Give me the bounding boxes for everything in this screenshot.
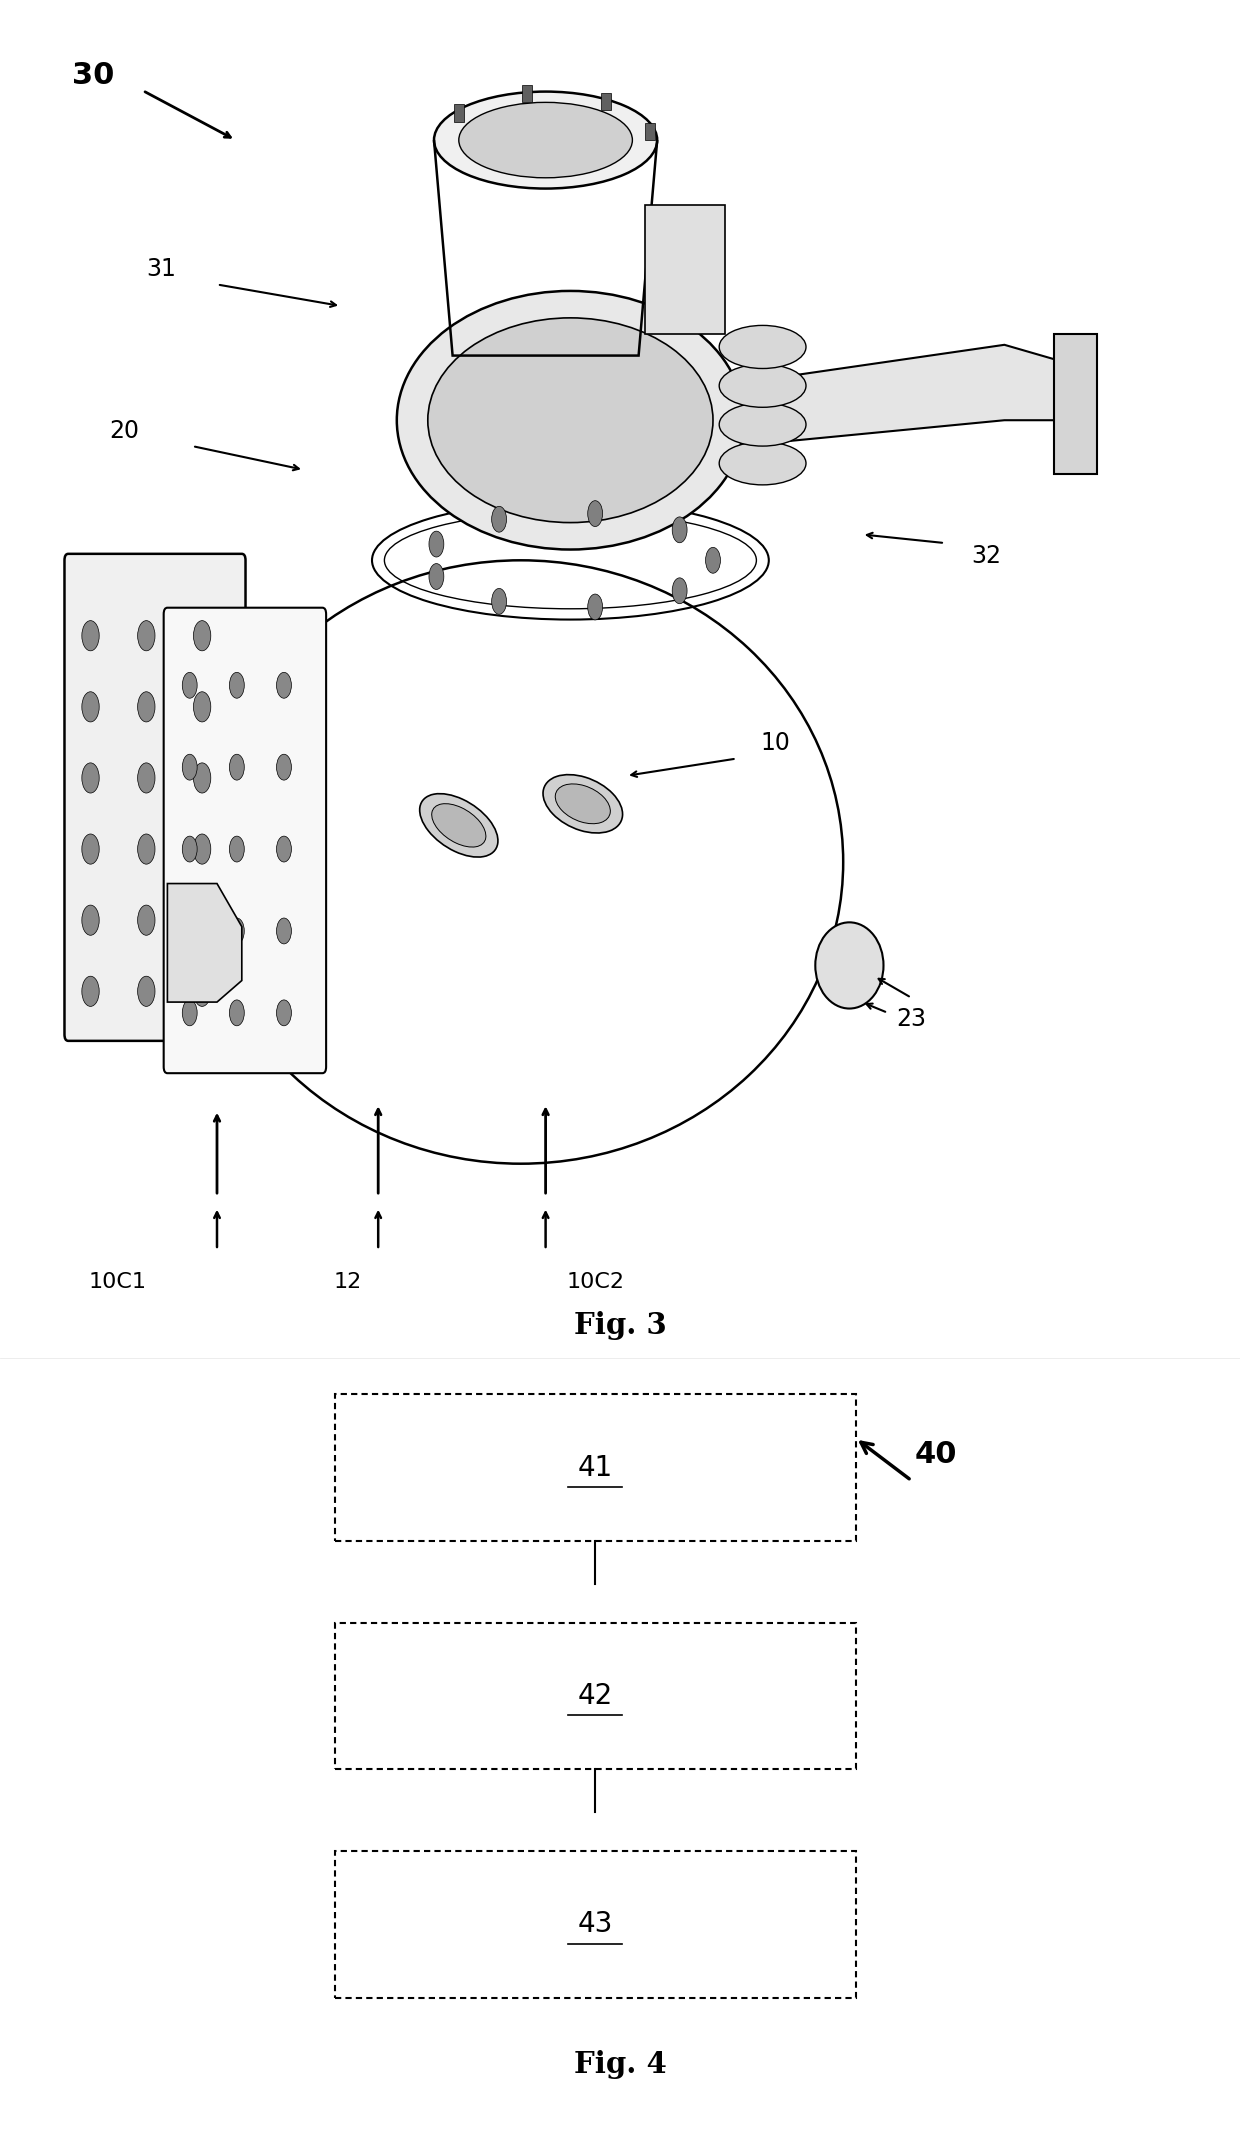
Text: 10C1: 10C1 (89, 1271, 146, 1293)
Text: 32: 32 (971, 543, 1001, 569)
Ellipse shape (719, 442, 806, 485)
Bar (645, 205, 725, 334)
Polygon shape (167, 884, 242, 1002)
Circle shape (182, 672, 197, 698)
Circle shape (229, 836, 244, 862)
Circle shape (672, 517, 687, 543)
Circle shape (182, 1000, 197, 1026)
Text: 12: 12 (334, 1271, 361, 1293)
Text: 20: 20 (109, 418, 139, 444)
Circle shape (588, 595, 603, 621)
Text: 30: 30 (72, 60, 114, 91)
Bar (645, 123, 655, 140)
Circle shape (277, 836, 291, 862)
Ellipse shape (816, 922, 884, 1009)
Circle shape (588, 500, 603, 526)
Circle shape (429, 565, 444, 590)
Circle shape (193, 621, 211, 651)
Circle shape (138, 692, 155, 722)
Ellipse shape (419, 793, 498, 858)
Circle shape (138, 763, 155, 793)
Ellipse shape (719, 364, 806, 407)
Text: 10: 10 (760, 731, 790, 756)
Circle shape (193, 976, 211, 1006)
Text: Fig. 4: Fig. 4 (574, 2049, 666, 2080)
Text: 31: 31 (146, 256, 176, 282)
FancyBboxPatch shape (335, 1394, 856, 1541)
Circle shape (229, 918, 244, 944)
Circle shape (491, 506, 507, 532)
Text: 10C2: 10C2 (567, 1271, 624, 1293)
FancyBboxPatch shape (335, 1623, 856, 1769)
Text: 40: 40 (915, 1440, 957, 1470)
Circle shape (82, 976, 99, 1006)
Circle shape (193, 905, 211, 935)
Ellipse shape (719, 403, 806, 446)
Circle shape (138, 834, 155, 864)
Polygon shape (781, 345, 1079, 442)
Ellipse shape (556, 784, 610, 823)
Ellipse shape (397, 291, 744, 550)
Circle shape (182, 754, 197, 780)
Circle shape (229, 1000, 244, 1026)
Ellipse shape (459, 101, 632, 177)
Circle shape (429, 530, 444, 556)
FancyBboxPatch shape (64, 554, 246, 1041)
Circle shape (138, 621, 155, 651)
Circle shape (277, 672, 291, 698)
Circle shape (706, 547, 720, 573)
Circle shape (82, 763, 99, 793)
Circle shape (277, 918, 291, 944)
Circle shape (193, 763, 211, 793)
Bar (1054, 334, 1097, 474)
Bar (454, 103, 464, 121)
Ellipse shape (428, 319, 713, 524)
Bar (601, 93, 611, 110)
Circle shape (229, 672, 244, 698)
Circle shape (182, 836, 197, 862)
Circle shape (138, 905, 155, 935)
Text: Fig. 3: Fig. 3 (574, 1310, 666, 1340)
Bar (522, 84, 532, 101)
Ellipse shape (719, 325, 806, 369)
Circle shape (182, 918, 197, 944)
Circle shape (193, 834, 211, 864)
Text: 41: 41 (578, 1455, 613, 1480)
Text: 43: 43 (578, 1911, 613, 1937)
Circle shape (82, 621, 99, 651)
Circle shape (491, 588, 506, 614)
Circle shape (82, 692, 99, 722)
Circle shape (138, 976, 155, 1006)
Circle shape (193, 692, 211, 722)
Circle shape (672, 578, 687, 603)
Ellipse shape (434, 91, 657, 190)
Circle shape (82, 834, 99, 864)
Circle shape (229, 754, 244, 780)
FancyBboxPatch shape (335, 1851, 856, 1998)
FancyBboxPatch shape (164, 608, 326, 1073)
Circle shape (82, 905, 99, 935)
Circle shape (277, 754, 291, 780)
Circle shape (277, 1000, 291, 1026)
Text: 23: 23 (897, 1006, 926, 1032)
Text: 42: 42 (578, 1683, 613, 1709)
Ellipse shape (432, 804, 486, 847)
Ellipse shape (543, 774, 622, 834)
